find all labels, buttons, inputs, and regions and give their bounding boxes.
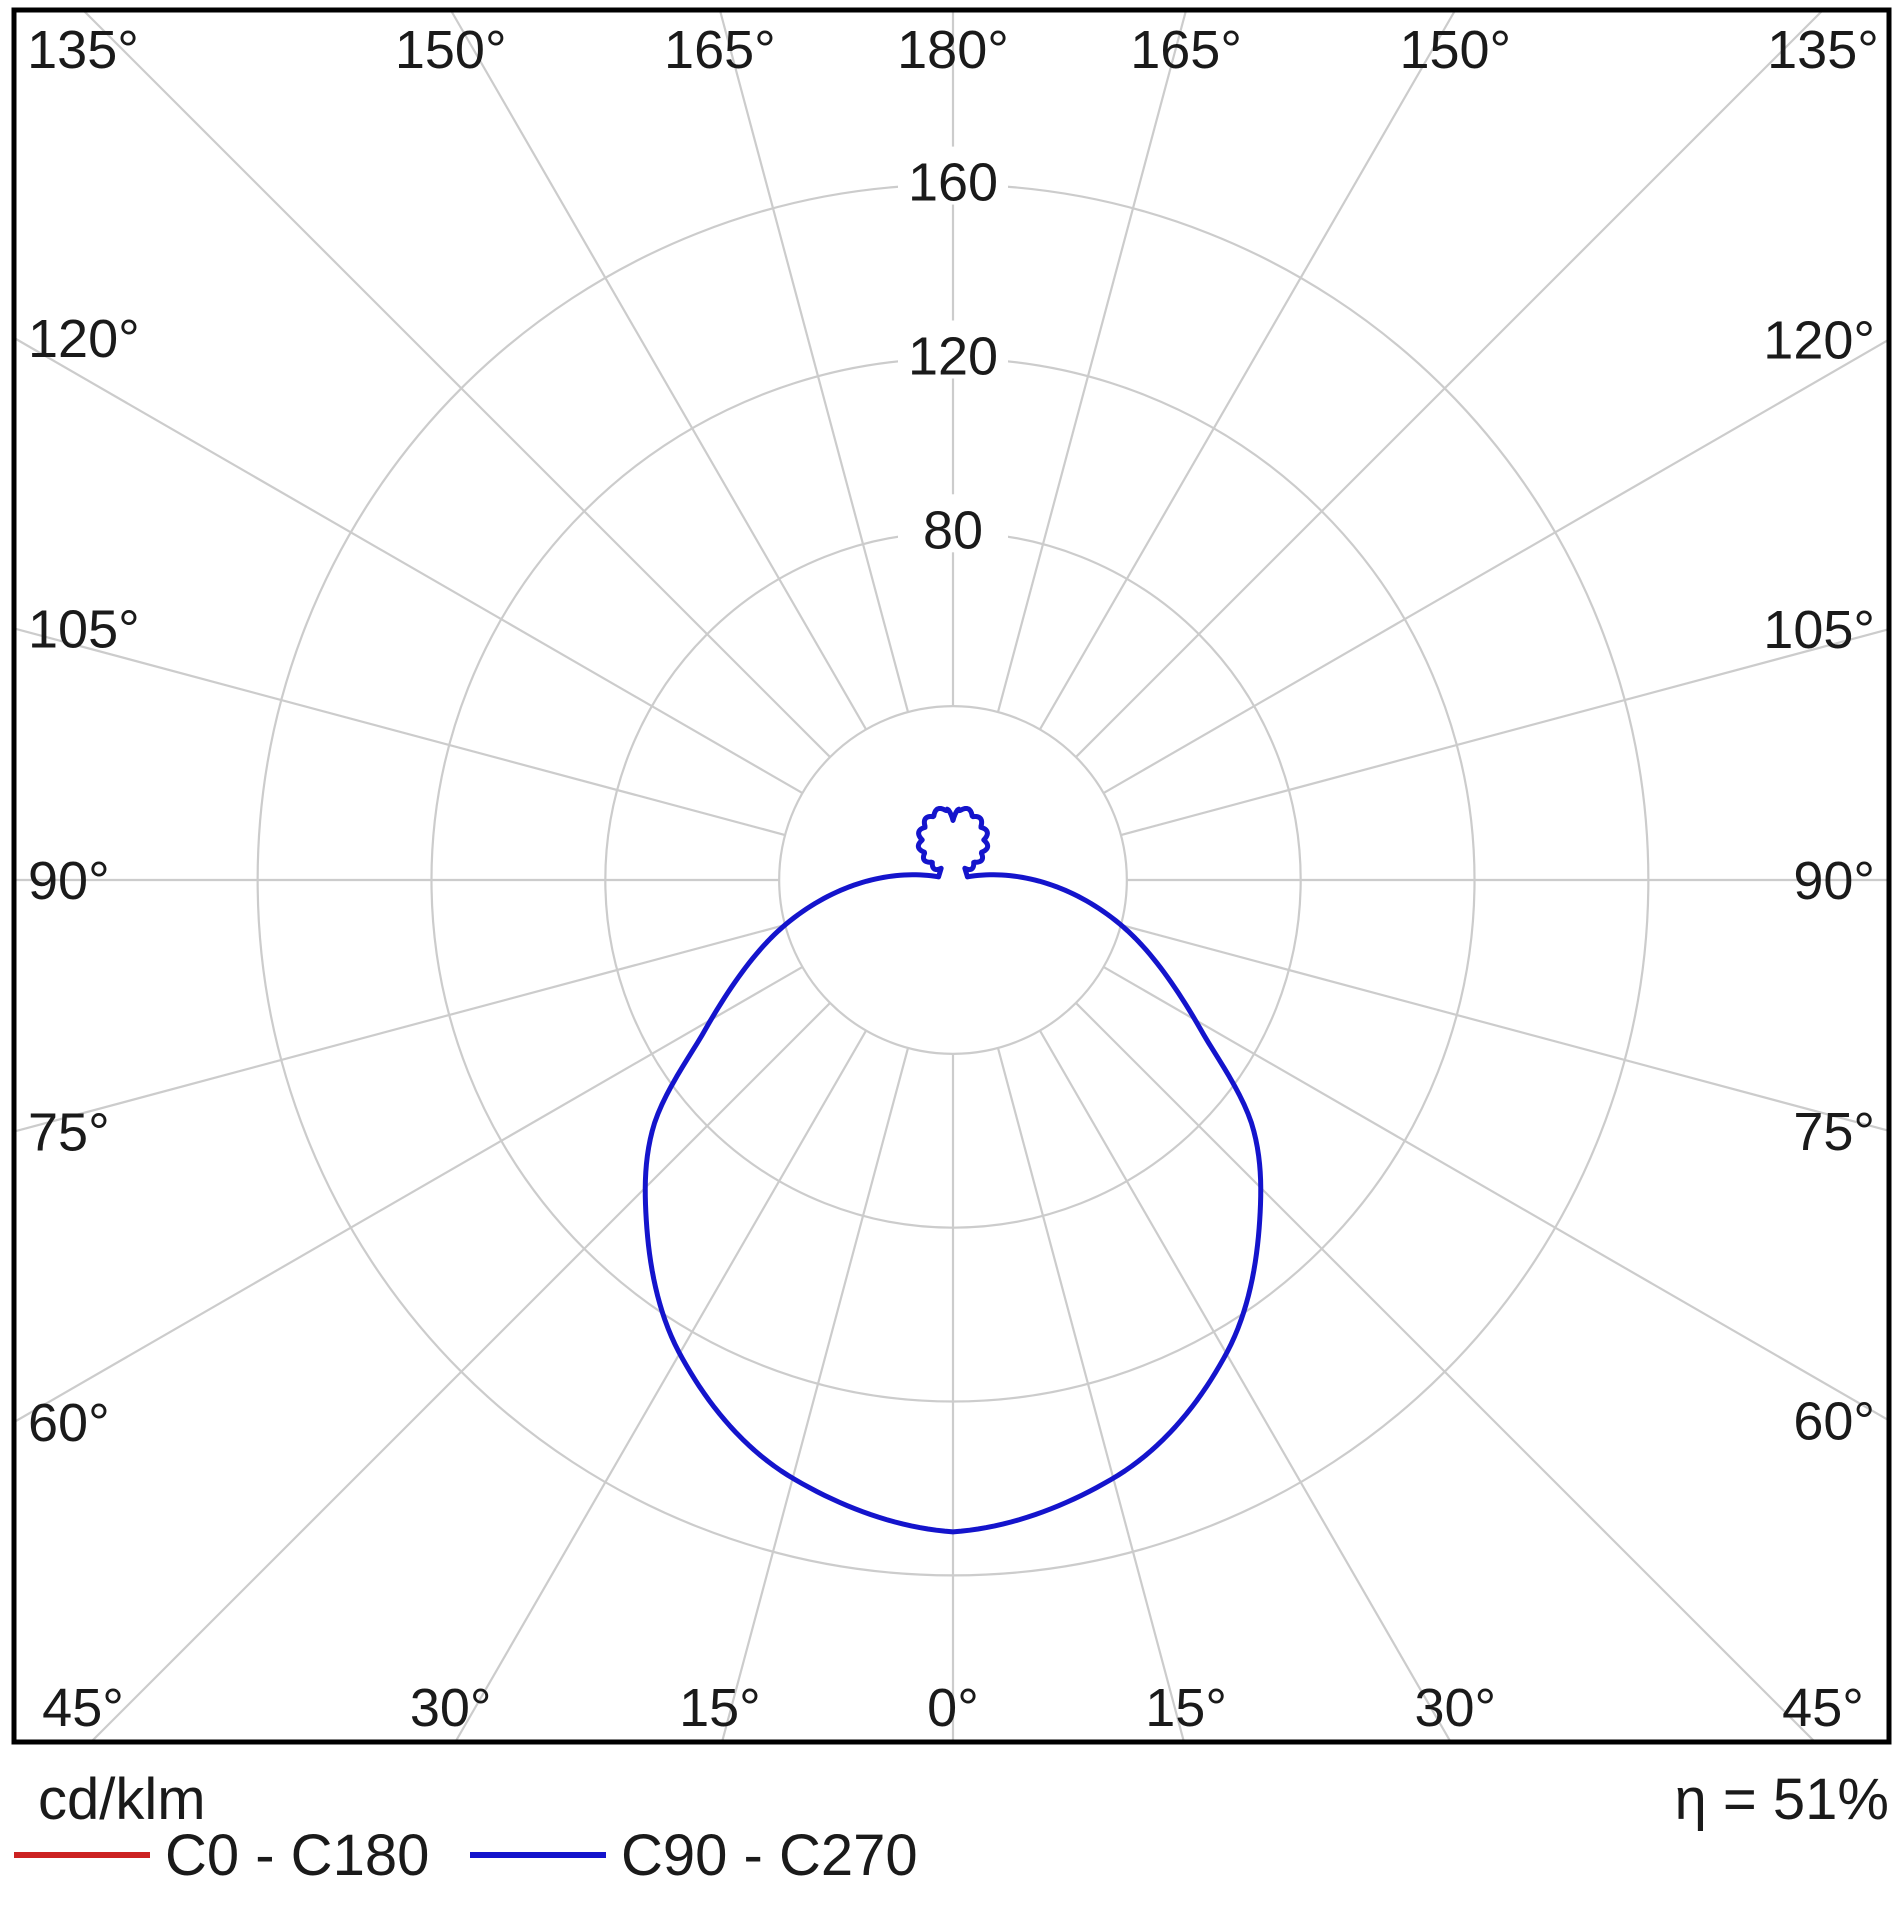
svg-text:180°: 180° [897, 20, 1009, 80]
svg-text:120°: 120° [1763, 311, 1875, 371]
svg-text:120°: 120° [28, 309, 140, 369]
svg-text:75°: 75° [28, 1103, 110, 1163]
svg-text:60°: 60° [28, 1393, 110, 1453]
svg-text:120: 120 [908, 327, 998, 387]
svg-text:0°: 0° [927, 1678, 979, 1738]
svg-text:90°: 90° [28, 851, 110, 911]
svg-text:75°: 75° [1793, 1102, 1875, 1162]
svg-text:η = 51%: η = 51% [1675, 1767, 1889, 1832]
svg-text:105°: 105° [28, 599, 140, 659]
svg-text:90°: 90° [1793, 851, 1875, 911]
svg-text:30°: 30° [410, 1678, 492, 1738]
svg-text:165°: 165° [664, 20, 776, 80]
svg-text:C90 - C270: C90 - C270 [621, 1823, 918, 1888]
svg-text:15°: 15° [679, 1678, 761, 1738]
svg-text:105°: 105° [1763, 600, 1875, 660]
svg-text:80: 80 [923, 500, 983, 560]
svg-text:150°: 150° [395, 20, 507, 80]
svg-text:135°: 135° [1767, 20, 1879, 80]
svg-text:45°: 45° [1782, 1678, 1864, 1738]
svg-text:30°: 30° [1414, 1678, 1496, 1738]
svg-text:135°: 135° [27, 20, 139, 80]
svg-text:150°: 150° [1399, 20, 1511, 80]
svg-text:15°: 15° [1145, 1678, 1227, 1738]
svg-text:165°: 165° [1130, 20, 1242, 80]
svg-text:45°: 45° [42, 1678, 124, 1738]
svg-text:C0 - C180: C0 - C180 [165, 1823, 429, 1888]
svg-text:160: 160 [908, 153, 998, 213]
svg-text:60°: 60° [1793, 1391, 1875, 1451]
